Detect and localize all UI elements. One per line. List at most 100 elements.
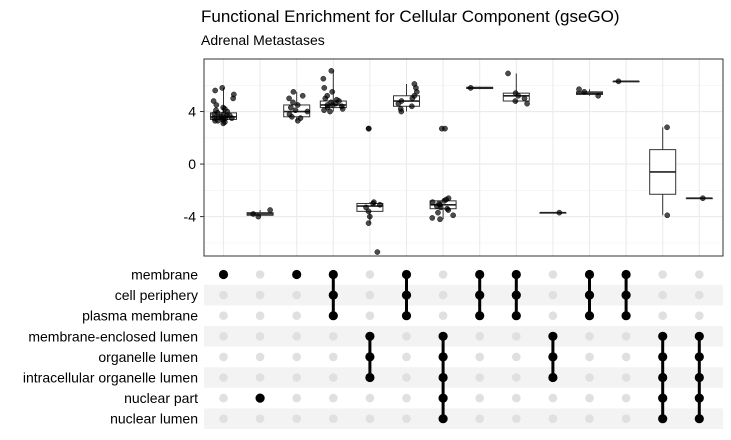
matrix-dot-active (621, 269, 631, 280)
boxplot-group (210, 85, 237, 127)
data-point (445, 207, 452, 213)
data-point (219, 85, 226, 91)
upset-matrix: membrane cell periphery plasma membrane mem… (23, 267, 723, 429)
boxplot-group (246, 207, 274, 220)
set-label: membrane-enclosed lumen (28, 328, 198, 344)
matrix-dot-inactive (512, 352, 521, 362)
matrix-dot-inactive (438, 290, 448, 300)
data-point (450, 212, 456, 219)
data-point (290, 89, 297, 95)
matrix-dot-inactive (512, 373, 521, 382)
boxplot-group (429, 125, 457, 223)
matrix-dot-inactive (219, 332, 228, 341)
matrix-dot-inactive (402, 352, 411, 362)
data-point (220, 104, 227, 111)
matrix-dot-inactive (402, 393, 411, 403)
matrix-dot-inactive (255, 352, 265, 362)
boxplot-group (685, 195, 713, 202)
matrix-dot-inactive (255, 270, 265, 279)
data-point (700, 195, 706, 202)
data-point (524, 100, 530, 107)
data-point (365, 125, 372, 132)
matrix-dot-inactive (548, 311, 558, 321)
data-point (581, 89, 588, 95)
matrix-dot-inactive (219, 393, 228, 403)
data-point (299, 92, 306, 99)
matrix-dot-inactive (219, 290, 228, 300)
set-label: plasma membrane (82, 308, 198, 324)
matrix-dot-inactive (329, 352, 338, 362)
data-point (288, 104, 294, 111)
matrix-dot-active (365, 331, 375, 341)
chart-subtitle: Adrenal Metastases (201, 32, 325, 48)
data-point (213, 102, 220, 108)
matrix-dot-inactive (512, 414, 521, 424)
chart-title: Functional Enrichment for Cellular Compo… (201, 7, 620, 26)
matrix-dot-active (328, 311, 338, 321)
data-point (294, 102, 301, 108)
matrix-dot-active (584, 311, 595, 321)
boxplots (210, 68, 713, 255)
data-point (231, 91, 237, 98)
data-point (664, 124, 670, 131)
matrix-dot-active (438, 414, 448, 424)
matrix-dot-active (438, 393, 448, 403)
data-point (512, 90, 519, 96)
boxplot-group (539, 209, 567, 216)
data-point (377, 201, 383, 208)
matrix-dot-active (401, 269, 412, 280)
matrix-dot-active (621, 290, 631, 300)
matrix-dot-active (658, 331, 668, 341)
matrix-dot-inactive (548, 290, 558, 300)
y-tick-label: 0 (188, 156, 196, 172)
data-point (521, 95, 528, 102)
matrix-dot-active (401, 290, 412, 300)
data-point (324, 92, 331, 99)
data-point (374, 249, 381, 255)
matrix-dot-inactive (621, 373, 631, 382)
matrix-dot-inactive (402, 373, 411, 382)
matrix-dot-inactive (585, 373, 594, 382)
matrix-dot-active (328, 290, 338, 300)
matrix-dot-inactive (438, 270, 448, 279)
matrix-dot-active (218, 269, 229, 280)
data-point (397, 106, 404, 112)
matrix-dot-active (255, 393, 265, 403)
matrix-dot-active (511, 269, 521, 280)
matrix-dot-inactive (292, 332, 302, 341)
data-point (286, 95, 292, 102)
matrix-dot-inactive (255, 311, 265, 321)
boxplot-group (576, 86, 603, 99)
matrix-dot-active (658, 352, 668, 362)
set-label: membrane (131, 267, 198, 283)
boxplot-group (319, 68, 347, 115)
data-point (429, 215, 436, 221)
boxplot-group (502, 70, 530, 107)
data-point (365, 208, 372, 215)
data-point (365, 220, 372, 226)
matrix-dot-inactive (585, 393, 594, 403)
matrix-row-band (204, 326, 723, 347)
matrix-dot-inactive (695, 311, 704, 321)
y-tick-label: -4 (184, 209, 197, 225)
data-point (595, 92, 602, 99)
panel-border (203, 58, 724, 257)
boxplot-group (466, 85, 494, 91)
data-point (328, 68, 335, 74)
matrix-dot-active (694, 352, 704, 362)
matrix-dot-inactive (585, 352, 594, 362)
boxplot-group (612, 78, 640, 85)
matrix-dot-inactive (292, 414, 302, 424)
matrix-dot-inactive (512, 393, 521, 403)
matrix-dot-active (548, 331, 558, 341)
matrix-dot-inactive (438, 311, 448, 321)
matrix-dot-inactive (621, 332, 631, 341)
set-label: nuclear part (124, 390, 198, 406)
data-point (505, 70, 511, 77)
matrix-dot-inactive (548, 270, 558, 279)
matrix-dot-inactive (219, 414, 228, 424)
matrix-dot-inactive (621, 414, 631, 424)
matrix-dot-active (694, 393, 704, 403)
matrix-dot-active (401, 311, 412, 321)
